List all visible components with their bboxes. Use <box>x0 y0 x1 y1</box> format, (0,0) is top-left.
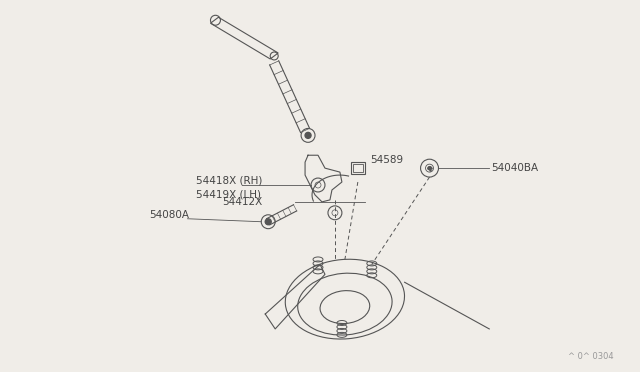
Circle shape <box>265 219 271 225</box>
Text: 54040BA: 54040BA <box>492 163 538 173</box>
Text: 54589: 54589 <box>370 155 403 165</box>
Circle shape <box>305 132 311 138</box>
Text: ^ 0^ 0304: ^ 0^ 0304 <box>568 352 614 361</box>
Text: 54080A: 54080A <box>148 210 189 220</box>
Text: 54418X (RH): 54418X (RH) <box>196 175 262 185</box>
Text: 54419X (LH): 54419X (LH) <box>196 190 260 200</box>
Circle shape <box>428 167 431 170</box>
Text: 54412X: 54412X <box>223 197 262 207</box>
